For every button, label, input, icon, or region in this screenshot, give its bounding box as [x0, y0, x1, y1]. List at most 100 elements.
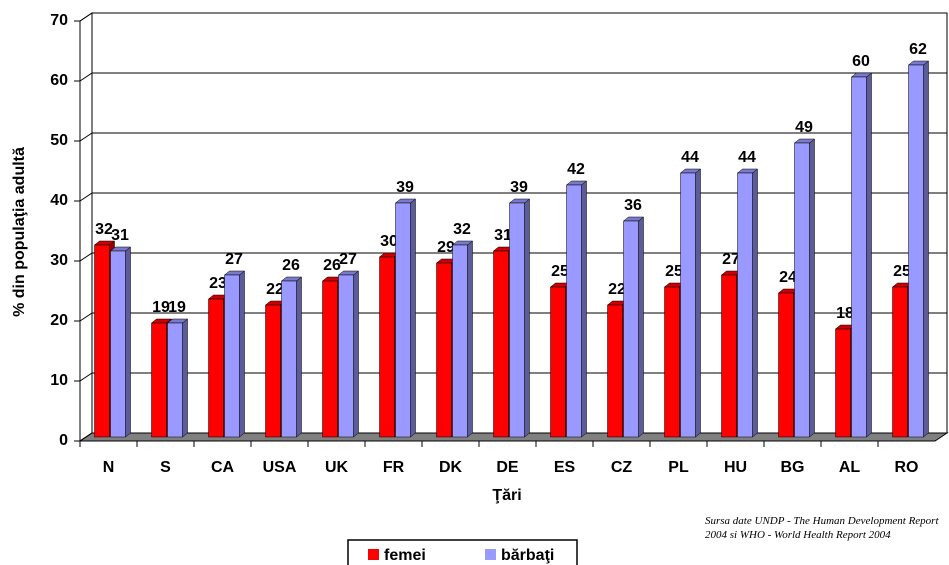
bar: [907, 60, 930, 438]
bar: [394, 198, 417, 438]
bar-front: [680, 172, 696, 438]
source-note: Sursa date UNDP - The Human Development …: [705, 515, 939, 541]
value-label: 19: [168, 299, 186, 316]
bar: [736, 168, 759, 438]
bar-front: [493, 250, 509, 438]
value-label: 22: [266, 281, 284, 298]
bar-front: [550, 286, 566, 438]
value-label: 62: [909, 41, 927, 58]
legend-label: femei: [384, 547, 426, 564]
y-tick-label: 20: [50, 312, 68, 329]
bar-front: [281, 280, 297, 438]
bar: [451, 240, 474, 438]
value-label: 31: [111, 227, 129, 244]
bar-front: [835, 328, 851, 438]
x-tick-label: USA: [263, 459, 297, 476]
bar-front: [721, 274, 737, 438]
value-label: 29: [437, 239, 455, 256]
grid-line: [79, 72, 93, 82]
bar-side: [923, 60, 929, 438]
bar: [280, 276, 303, 438]
bar-front: [338, 274, 354, 438]
grid-line: [79, 252, 93, 262]
grid-line: [79, 12, 93, 22]
bar: [622, 216, 645, 438]
y-tick-label: 40: [50, 192, 68, 209]
value-label: 60: [852, 53, 870, 70]
bar-front: [151, 322, 167, 438]
grid-line: [79, 312, 93, 322]
grid-line: [79, 432, 93, 442]
bar-front: [778, 292, 794, 438]
bar-front: [737, 172, 753, 438]
grid-line: [79, 192, 93, 202]
value-label: 27: [339, 251, 357, 268]
value-label: 44: [681, 149, 699, 166]
y-tick-label: 70: [50, 12, 68, 29]
legend-label: bărbaţi: [501, 547, 554, 564]
bar-front: [851, 76, 867, 438]
grid-line: [79, 372, 93, 382]
bar: [508, 198, 531, 438]
bar-side: [752, 168, 758, 438]
bar-side: [581, 180, 587, 438]
bar-front: [509, 202, 525, 438]
value-label: 25: [665, 263, 683, 280]
y-axis-label: % din populaţia adultă: [11, 147, 28, 317]
x-tick-label: PL: [668, 459, 689, 476]
x-tick-label: RO: [895, 459, 919, 476]
bar-side: [524, 198, 530, 438]
x-tick-label: S: [160, 459, 171, 476]
bar: [565, 180, 588, 438]
y-tick-label: 60: [50, 72, 68, 89]
value-label: 25: [893, 263, 911, 280]
value-label: 19: [152, 299, 170, 316]
value-label: 27: [722, 251, 740, 268]
value-label: 25: [551, 263, 569, 280]
bar: [223, 270, 246, 438]
value-label: 49: [795, 119, 813, 136]
x-axis-label: Ţări: [492, 487, 521, 504]
value-label: 31: [494, 227, 512, 244]
x-tick-label: DE: [496, 459, 519, 476]
x-tick-label: DK: [439, 459, 463, 476]
x-tick-label: ES: [554, 459, 576, 476]
value-label: 26: [282, 257, 300, 274]
bar-front: [224, 274, 240, 438]
value-label: 26: [323, 257, 341, 274]
bar: [793, 138, 816, 438]
value-label: 39: [396, 179, 414, 196]
bar-front: [794, 142, 810, 438]
bar-side: [182, 318, 188, 438]
bar: [109, 246, 132, 438]
bar-side: [467, 240, 473, 438]
value-label: 24: [779, 269, 797, 286]
bar-front: [566, 184, 582, 438]
value-label: 22: [608, 281, 626, 298]
value-label: 23: [209, 275, 227, 292]
value-label: 27: [225, 251, 243, 268]
bar: [337, 270, 360, 438]
bar-side: [353, 270, 359, 438]
x-tick-label: CZ: [611, 459, 633, 476]
y-tick-label: 0: [59, 432, 68, 449]
value-label: 39: [510, 179, 528, 196]
x-tick-label: BG: [781, 459, 805, 476]
bar-side: [125, 246, 131, 438]
legend-swatch: [368, 549, 379, 560]
bar-side: [239, 270, 245, 438]
bar-front: [379, 256, 395, 438]
bar: [679, 168, 702, 438]
value-label: 32: [453, 221, 471, 238]
bar-front: [607, 304, 623, 438]
x-tick-label: AL: [839, 459, 861, 476]
bar-side: [809, 138, 815, 438]
bar-side: [296, 276, 302, 438]
x-tick-label: FR: [383, 459, 405, 476]
y-tick-label: 10: [50, 372, 68, 389]
y-tick-label: 30: [50, 252, 68, 269]
bar-front: [167, 322, 183, 438]
bar-side: [695, 168, 701, 438]
